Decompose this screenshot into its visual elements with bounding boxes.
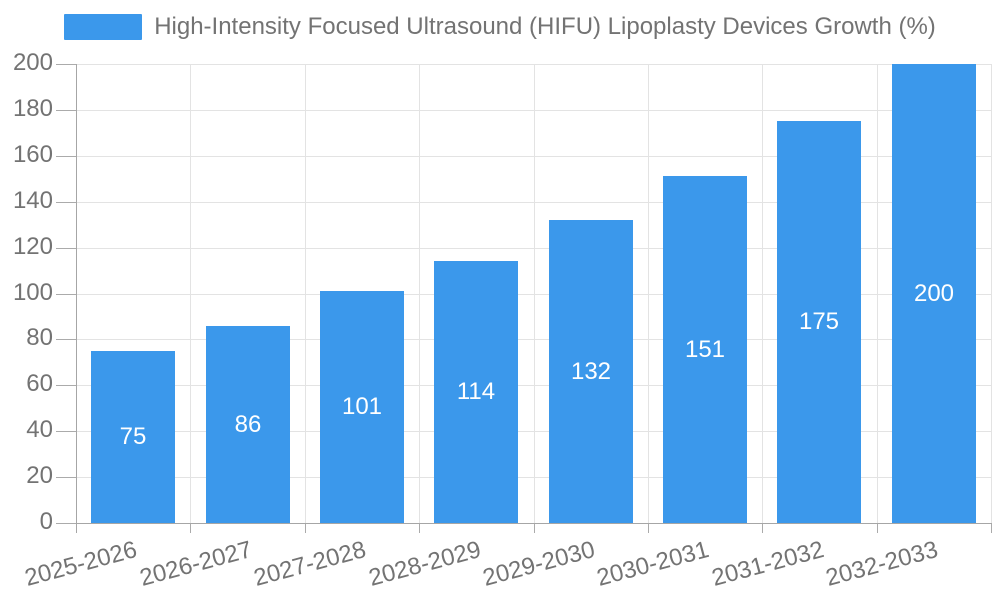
y-tick [56, 247, 76, 249]
x-axis-line [76, 523, 992, 524]
x-tick-label: 2025-2026 [22, 536, 141, 592]
x-tick [991, 523, 992, 533]
bar: 86 [206, 326, 290, 523]
x-tick [647, 523, 649, 533]
x-tick-label: 2030-2031 [594, 536, 713, 592]
x-tick-label: 2029-2030 [479, 536, 598, 592]
y-tick-label: 180 [12, 94, 53, 122]
bar: 200 [892, 64, 976, 523]
y-tick [56, 155, 76, 157]
x-tick [876, 523, 878, 533]
x-tick [762, 523, 764, 533]
y-tick-label: 0 [39, 507, 53, 535]
x-grid-line [991, 64, 992, 523]
y-tick-label: 120 [12, 232, 53, 260]
legend-swatch [64, 14, 143, 40]
bar-value-label: 132 [570, 357, 612, 385]
y-tick-label: 160 [12, 140, 53, 168]
x-grid-line [190, 64, 192, 523]
x-tick-label: 2031-2032 [708, 536, 827, 592]
x-tick-label: 2028-2029 [365, 536, 484, 592]
legend-label: High-Intensity Focused Ultrasound (HIFU)… [154, 13, 936, 40]
bar: 175 [777, 121, 861, 523]
y-tick-label: 60 [26, 370, 53, 398]
x-grid-line [304, 64, 306, 523]
legend[interactable]: High-Intensity Focused Ultrasound (HIFU)… [0, 13, 1000, 41]
y-tick [56, 293, 76, 295]
y-tick-label: 100 [12, 278, 53, 306]
y-tick [56, 523, 76, 524]
x-grid-line [762, 64, 764, 523]
x-tick-label: 2027-2028 [251, 536, 369, 592]
x-tick-label: 2026-2027 [136, 536, 255, 592]
bar-value-label: 75 [119, 423, 147, 450]
y-tick [56, 109, 76, 111]
y-tick [56, 64, 76, 65]
x-tick [304, 523, 306, 533]
x-grid-line [533, 64, 535, 523]
bar: 101 [320, 291, 404, 523]
y-tick [56, 339, 76, 341]
bar-value-label: 86 [234, 410, 262, 438]
bar: 151 [663, 176, 747, 523]
bar: 132 [549, 220, 633, 523]
bar: 75 [91, 351, 175, 523]
y-tick-label: 20 [26, 461, 53, 489]
x-grid-line [647, 64, 649, 523]
bar-value-label: 114 [456, 378, 496, 405]
y-tick [56, 431, 76, 433]
y-axis-line [76, 64, 77, 533]
bar-value-label: 175 [798, 308, 840, 335]
bar-value-label: 151 [684, 335, 726, 363]
bar-value-label: 101 [341, 393, 383, 420]
y-tick-label: 140 [12, 186, 53, 214]
y-tick-label: 80 [26, 324, 53, 352]
bar-value-label: 200 [913, 279, 955, 307]
x-tick [533, 523, 535, 533]
x-grid-line [419, 64, 421, 523]
y-tick [56, 477, 76, 479]
x-tick-label: 2032-2033 [822, 536, 941, 592]
x-tick [419, 523, 421, 533]
y-tick [56, 201, 76, 203]
bar: 114 [434, 261, 518, 523]
y-tick-label: 200 [12, 48, 53, 76]
y-tick-label: 40 [26, 416, 53, 444]
x-tick [190, 523, 192, 533]
x-grid-line [876, 64, 878, 523]
y-tick [56, 385, 76, 387]
